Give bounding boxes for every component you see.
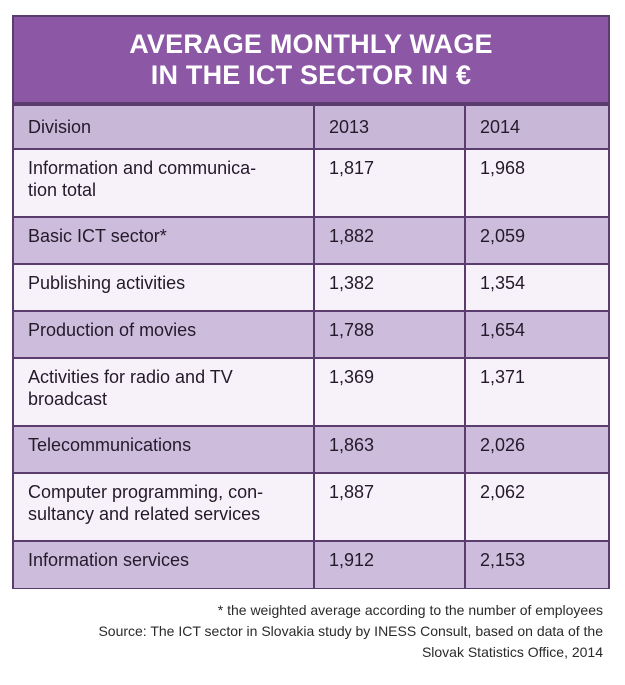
division-cell: Publishing activities bbox=[14, 263, 315, 312]
value-2013-cell: 1,369 bbox=[313, 357, 466, 427]
wage-table: Division 2013 2014 Information and commu… bbox=[14, 104, 608, 588]
table-row: Computer programming, con- sultancy and … bbox=[14, 472, 608, 542]
division-cell: Activities for radio and TV broadcast bbox=[14, 357, 315, 427]
value-2014-cell: 2,153 bbox=[464, 540, 608, 588]
table-row: Telecommunications 1,863 2,026 bbox=[14, 425, 608, 474]
division-cell: Telecommunications bbox=[14, 425, 315, 474]
division-cell: Production of movies bbox=[14, 310, 315, 359]
header-2014: 2014 bbox=[464, 104, 608, 150]
footnote-source-line-1: Source: The ICT sector in Slovakia study… bbox=[98, 623, 603, 639]
value-2014-cell: 2,062 bbox=[464, 472, 608, 542]
table-title-line-1: AVERAGE MONTHLY WAGE bbox=[129, 28, 493, 59]
value-2013-cell: 1,863 bbox=[313, 425, 466, 474]
footnote: * the weighted average according to the … bbox=[3, 600, 603, 663]
value-2013-cell: 1,817 bbox=[313, 148, 466, 218]
value-2014-cell: 1,371 bbox=[464, 357, 608, 427]
table-row: Information and communica- tion total 1,… bbox=[14, 148, 608, 218]
footnote-source-line-2: Slovak Statistics Office, 2014 bbox=[421, 644, 603, 660]
division-cell: Information services bbox=[14, 540, 315, 588]
division-cell: Information and communica- tion total bbox=[14, 148, 315, 218]
value-2014-cell: 2,059 bbox=[464, 216, 608, 265]
table-title: AVERAGE MONTHLY WAGE IN THE ICT SECTOR I… bbox=[14, 17, 608, 104]
header-row: Division 2013 2014 bbox=[14, 104, 608, 150]
value-2014-cell: 1,654 bbox=[464, 310, 608, 359]
header-division: Division bbox=[14, 104, 315, 150]
header-2013: 2013 bbox=[313, 104, 466, 150]
table-row: Activities for radio and TV broadcast 1,… bbox=[14, 357, 608, 427]
value-2013-cell: 1,887 bbox=[313, 472, 466, 542]
footnote-asterisk-note: * the weighted average according to the … bbox=[217, 602, 603, 618]
division-cell: Basic ICT sector* bbox=[14, 216, 315, 265]
value-2014-cell: 2,026 bbox=[464, 425, 608, 474]
table-row: Publishing activities 1,382 1,354 bbox=[14, 263, 608, 312]
value-2013-cell: 1,382 bbox=[313, 263, 466, 312]
value-2013-cell: 1,912 bbox=[313, 540, 466, 588]
table-row: Basic ICT sector* 1,882 2,059 bbox=[14, 216, 608, 265]
table-title-line-2: IN THE ICT SECTOR IN € bbox=[150, 59, 472, 90]
wage-table-frame: AVERAGE MONTHLY WAGE IN THE ICT SECTOR I… bbox=[12, 15, 610, 589]
table-row: Production of movies 1,788 1,654 bbox=[14, 310, 608, 359]
division-cell: Computer programming, con- sultancy and … bbox=[14, 472, 315, 542]
value-2014-cell: 1,968 bbox=[464, 148, 608, 218]
table-row: Information services 1,912 2,153 bbox=[14, 540, 608, 588]
value-2014-cell: 1,354 bbox=[464, 263, 608, 312]
value-2013-cell: 1,788 bbox=[313, 310, 466, 359]
value-2013-cell: 1,882 bbox=[313, 216, 466, 265]
